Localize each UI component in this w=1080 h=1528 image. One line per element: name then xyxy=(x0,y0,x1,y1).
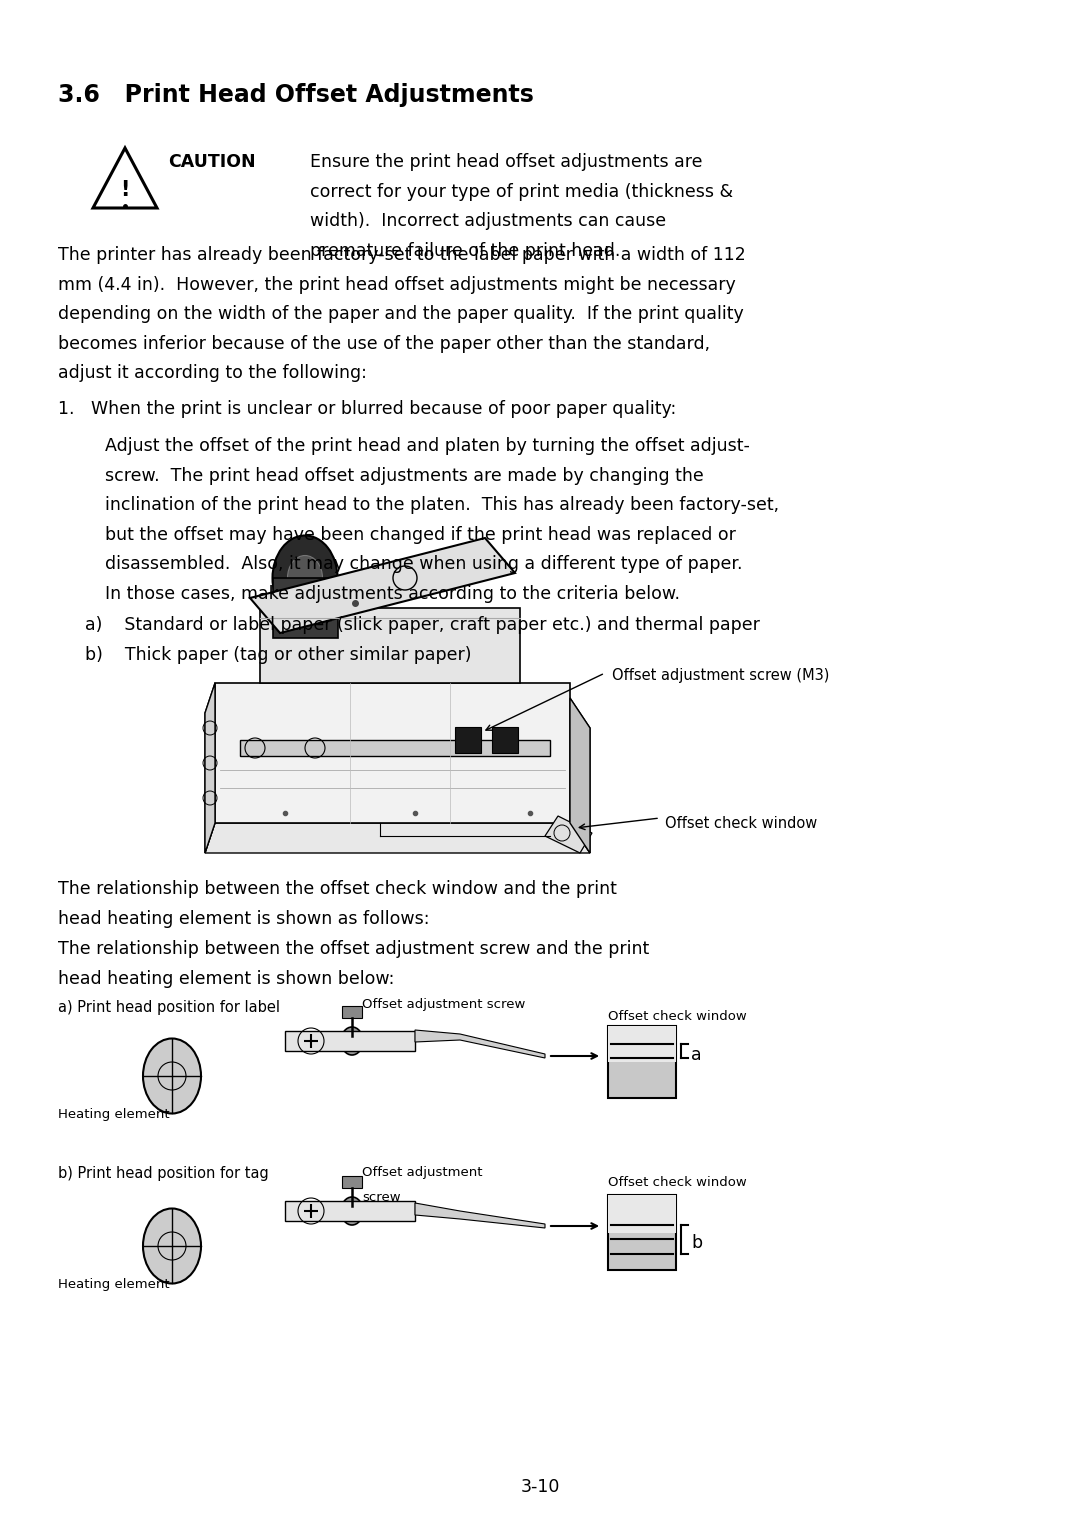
Polygon shape xyxy=(260,608,519,683)
Text: !: ! xyxy=(120,180,130,200)
Polygon shape xyxy=(205,683,215,853)
Text: b) Print head position for tag: b) Print head position for tag xyxy=(58,1166,269,1181)
Ellipse shape xyxy=(143,1209,201,1284)
Text: Offset adjustment screw: Offset adjustment screw xyxy=(362,998,525,1012)
Text: b: b xyxy=(691,1235,702,1253)
Polygon shape xyxy=(205,683,215,853)
Polygon shape xyxy=(570,698,590,853)
Polygon shape xyxy=(215,683,570,824)
Text: inclination of the print head to the platen.  This has already been factory-set,: inclination of the print head to the pla… xyxy=(105,497,779,513)
Text: Offset check window: Offset check window xyxy=(608,1010,746,1024)
Polygon shape xyxy=(272,578,337,639)
Text: a)    Standard or label paper (slick paper, craft paper etc.) and thermal paper: a) Standard or label paper (slick paper,… xyxy=(85,616,760,634)
Text: width).  Incorrect adjustments can cause: width). Incorrect adjustments can cause xyxy=(310,212,666,231)
Polygon shape xyxy=(285,1031,415,1051)
Text: The relationship between the offset check window and the print: The relationship between the offset chec… xyxy=(58,880,617,898)
Text: Offset adjustment screw (M3): Offset adjustment screw (M3) xyxy=(612,668,829,683)
Bar xyxy=(492,727,518,753)
Text: Offset adjustment: Offset adjustment xyxy=(362,1166,483,1180)
Text: mm (4.4 in).  However, the print head offset adjustments might be necessary: mm (4.4 in). However, the print head off… xyxy=(58,275,735,293)
Polygon shape xyxy=(570,698,590,853)
Text: screw.  The print head offset adjustments are made by changing the: screw. The print head offset adjustments… xyxy=(105,466,704,484)
Text: a) Print head position for label: a) Print head position for label xyxy=(58,999,280,1015)
Text: disassembled.  Also, it may change when using a different type of paper.: disassembled. Also, it may change when u… xyxy=(105,555,743,573)
Text: Adjust the offset of the print head and platen by turning the offset adjust-: Adjust the offset of the print head and … xyxy=(105,437,750,455)
Text: head heating element is shown as follows:: head heating element is shown as follows… xyxy=(58,909,430,927)
Bar xyxy=(608,1025,676,1099)
Polygon shape xyxy=(285,1201,415,1221)
Text: In those cases, make adjustments according to the criteria below.: In those cases, make adjustments accordi… xyxy=(105,585,680,602)
Text: 1.   When the print is unclear or blurred because of poor paper quality:: 1. When the print is unclear or blurred … xyxy=(58,400,676,419)
Polygon shape xyxy=(415,1030,545,1057)
Text: CAUTION: CAUTION xyxy=(168,153,256,171)
Text: 3.6   Print Head Offset Adjustments: 3.6 Print Head Offset Adjustments xyxy=(58,83,534,107)
Text: becomes inferior because of the use of the paper other than the standard,: becomes inferior because of the use of t… xyxy=(58,335,711,353)
Text: Heating element: Heating element xyxy=(58,1277,170,1291)
Bar xyxy=(608,1195,676,1233)
Text: Heating element: Heating element xyxy=(58,1108,170,1122)
Ellipse shape xyxy=(341,1196,363,1225)
Text: Offset check window: Offset check window xyxy=(665,816,818,831)
Ellipse shape xyxy=(143,1039,201,1114)
Text: premature failure of the print head.: premature failure of the print head. xyxy=(310,241,620,260)
Text: depending on the width of the paper and the paper quality.  If the print quality: depending on the width of the paper and … xyxy=(58,306,744,322)
Text: adjust it according to the following:: adjust it according to the following: xyxy=(58,364,367,382)
Text: a: a xyxy=(691,1047,702,1063)
Text: The relationship between the offset adjustment screw and the print: The relationship between the offset adju… xyxy=(58,940,649,958)
Polygon shape xyxy=(240,740,550,756)
Bar xyxy=(608,1025,676,1062)
Polygon shape xyxy=(545,816,592,853)
Bar xyxy=(455,727,481,753)
Ellipse shape xyxy=(287,556,323,601)
Polygon shape xyxy=(342,1177,362,1187)
Text: 3-10: 3-10 xyxy=(521,1478,559,1496)
Text: correct for your type of print media (thickness &: correct for your type of print media (th… xyxy=(310,182,733,200)
Polygon shape xyxy=(205,824,590,853)
Ellipse shape xyxy=(272,535,337,620)
Text: head heating element is shown below:: head heating element is shown below: xyxy=(58,969,394,987)
Text: Offset check window: Offset check window xyxy=(608,1177,746,1189)
Polygon shape xyxy=(415,1203,545,1229)
Ellipse shape xyxy=(341,1027,363,1054)
Polygon shape xyxy=(249,538,515,633)
Text: but the offset may have been changed if the print head was replaced or: but the offset may have been changed if … xyxy=(105,526,735,544)
Polygon shape xyxy=(342,1005,362,1018)
Text: screw: screw xyxy=(362,1190,401,1204)
Text: Ensure the print head offset adjustments are: Ensure the print head offset adjustments… xyxy=(310,153,702,171)
Text: The printer has already been factory-set to the label paper with a width of 112: The printer has already been factory-set… xyxy=(58,246,746,264)
Text: b)    Thick paper (tag or other similar paper): b) Thick paper (tag or other similar pap… xyxy=(85,645,472,663)
Bar xyxy=(608,1195,676,1270)
